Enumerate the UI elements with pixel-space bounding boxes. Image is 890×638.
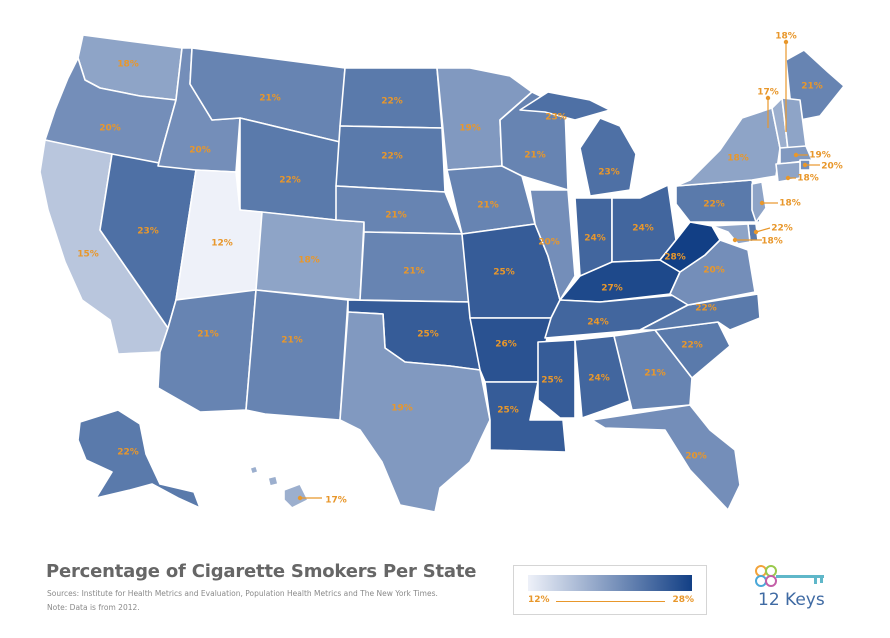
- sources-note: Sources: Institute for Health Metrics an…: [47, 589, 438, 598]
- value-label-nv: 23%: [137, 227, 159, 237]
- legend-max-label: 28%: [672, 595, 694, 605]
- legend-gradient-bar: [528, 575, 692, 591]
- value-label-me: 21%: [801, 82, 823, 92]
- value-label-al: 24%: [588, 374, 610, 384]
- value-label-mi: 23%: [598, 168, 620, 178]
- value-label-sc: 22%: [681, 341, 703, 351]
- legend-range-line: [556, 601, 665, 602]
- value-label-vt: 17%: [757, 88, 779, 98]
- value-label-wv: 28%: [664, 253, 686, 263]
- value-label-ga: 21%: [644, 369, 666, 379]
- state-la: [484, 381, 567, 453]
- callout-dot-nh: [783, 39, 789, 45]
- state-ct: [775, 161, 801, 183]
- value-label-mo: 25%: [493, 268, 515, 278]
- value-label-or: 20%: [99, 124, 121, 134]
- value-label-ma: 19%: [809, 151, 831, 161]
- value-label-ut: 12%: [211, 239, 233, 249]
- value-label-nd: 22%: [381, 97, 403, 107]
- value-label-mt: 21%: [259, 94, 281, 104]
- value-label-il: 20%: [538, 238, 560, 248]
- logo-text: 12 Keys: [758, 590, 825, 610]
- value-label-ks: 21%: [403, 267, 425, 277]
- value-label-ms: 25%: [541, 376, 563, 386]
- brand-logo: 12 Keys: [748, 562, 838, 618]
- state-tx: [339, 311, 491, 513]
- value-label-la: 25%: [497, 406, 519, 416]
- state-md: [711, 223, 751, 245]
- value-label-hi: 17%: [325, 496, 347, 506]
- callout-dot-ct: [785, 175, 791, 181]
- value-label-nm: 21%: [281, 336, 303, 346]
- callout-dot-ma: [793, 152, 799, 158]
- state-nm: [245, 289, 349, 421]
- value-label-pa: 22%: [703, 200, 725, 210]
- value-label-ar: 26%: [495, 340, 517, 350]
- value-label-nh: 18%: [775, 32, 797, 42]
- callout-dot-de: [753, 229, 759, 235]
- state-mi: [579, 117, 637, 197]
- state-ga: [613, 329, 693, 411]
- value-label-de: 22%: [771, 224, 793, 234]
- state-ms: [537, 339, 576, 419]
- value-label-id: 20%: [189, 146, 211, 156]
- keys-logo-icon: [755, 565, 824, 587]
- value-label-ny: 18%: [727, 154, 749, 164]
- value-label-ky: 27%: [601, 284, 623, 294]
- callout-dot-hi: [297, 495, 303, 501]
- value-label-ri: 20%: [821, 162, 843, 172]
- value-label-oh: 24%: [632, 224, 654, 234]
- state-ia: [446, 165, 536, 235]
- map-title: Percentage of Cigarette Smokers Per Stat…: [46, 561, 477, 582]
- state-ak: [77, 409, 201, 509]
- value-label-az: 21%: [197, 330, 219, 340]
- map-svg: 18%20%15%23%20%21%22%12%18%21%21%22%22%2…: [39, 32, 845, 513]
- value-label-co: 18%: [298, 256, 320, 266]
- legend-min-label: 12%: [528, 595, 550, 605]
- value-label-ca: 15%: [77, 250, 99, 260]
- value-label-md: 18%: [761, 237, 783, 247]
- value-label-sd: 22%: [381, 152, 403, 162]
- callout-dot-nj: [759, 200, 765, 206]
- value-label-wy: 22%: [279, 176, 301, 186]
- color-legend: 12% 28%: [513, 565, 707, 615]
- us-smoking-map: 18% 20% 15% 23% 20% 21% 22% 12% 18% 21% 21% 22% 22% 2…: [39, 32, 845, 513]
- value-label-ct: 18%: [797, 174, 819, 184]
- callout-dot-vt: [765, 95, 771, 101]
- callout-dot-ri: [802, 162, 808, 168]
- value-label-nj: 18%: [779, 199, 801, 209]
- callout-dot-md: [732, 237, 738, 243]
- value-label-nc: 22%: [695, 304, 717, 314]
- value-label-tx: 19%: [391, 404, 413, 414]
- state-ny: [675, 107, 781, 187]
- state-nj: [751, 181, 767, 223]
- value-label-ia: 21%: [477, 201, 499, 211]
- value-label-va: 20%: [703, 266, 725, 276]
- callout-line-de: [755, 227, 771, 233]
- state-up: [519, 91, 611, 121]
- value-label-ak: 22%: [117, 448, 139, 458]
- value-label-wa: 18%: [117, 60, 139, 70]
- state-wv: [659, 221, 721, 273]
- value-label-up: 23%: [545, 113, 567, 123]
- value-label-wi: 21%: [524, 151, 546, 161]
- value-label-ok: 25%: [417, 330, 439, 340]
- value-label-mn: 19%: [459, 124, 481, 134]
- state-fl: [591, 404, 741, 511]
- value-label-in: 24%: [584, 234, 606, 244]
- data-year-note: Note: Data is from 2012.: [47, 603, 140, 612]
- state-al: [574, 335, 633, 419]
- value-label-ne: 21%: [385, 211, 407, 221]
- value-label-tn: 24%: [587, 318, 609, 328]
- state-hi: [249, 465, 309, 509]
- value-label-fl: 20%: [685, 452, 707, 462]
